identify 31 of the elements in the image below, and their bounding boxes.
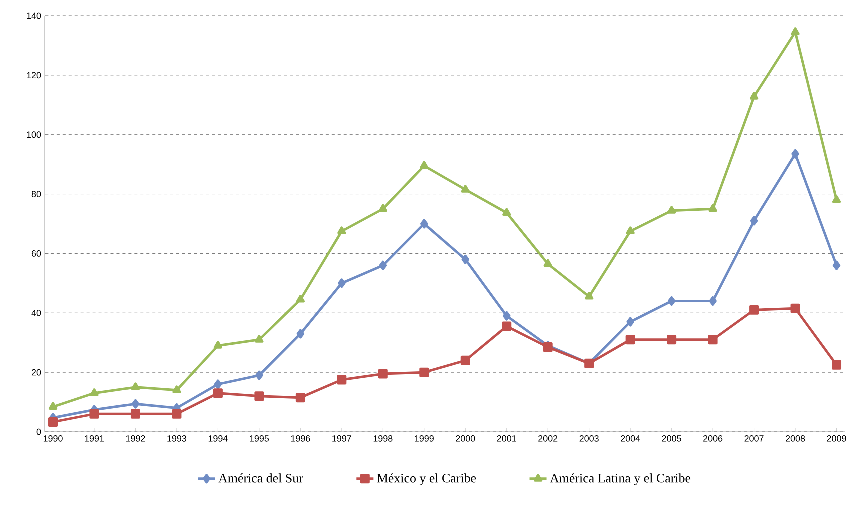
y-tick-label: 60 <box>32 250 42 257</box>
y-tick-label: 80 <box>32 191 42 198</box>
y-tick-label: 0 <box>36 428 42 436</box>
legend-label: América del Sur <box>218 474 304 483</box>
x-tick-label: 2000 <box>456 436 476 442</box>
x-tick-label: 2002 <box>538 436 558 442</box>
legend-label: América Latina y el Caribe <box>550 474 691 486</box>
y-tick-label: 120 <box>27 72 42 79</box>
x-tick-label: 2009 <box>827 436 846 442</box>
x-tick-label: 2007 <box>744 436 764 442</box>
x-tick-label: 2004 <box>621 436 640 442</box>
x-tick-label: 2001 <box>497 436 516 442</box>
y-tick-label: 20 <box>32 369 42 376</box>
x-tick-label: 1997 <box>332 436 352 442</box>
y-tick-label: 40 <box>32 310 42 316</box>
x-tick-label: 2008 <box>786 436 806 442</box>
x-tick-label: 1994 <box>208 436 228 442</box>
x-tick-label: 2005 <box>662 436 682 442</box>
x-tick-label: 1995 <box>250 436 270 442</box>
x-tick-label: 1999 <box>415 436 434 442</box>
x-tick-label: 1996 <box>291 436 310 442</box>
y-tick-label: 140 <box>27 12 42 20</box>
x-tick-label: 1992 <box>126 436 146 442</box>
x-tick-label: 1991 <box>85 436 104 442</box>
x-tick-label: 1998 <box>374 436 393 442</box>
legend-label: México y el Caribe <box>377 474 476 486</box>
y-tick-label: 100 <box>27 132 42 138</box>
x-tick-label: 1990 <box>44 436 63 442</box>
x-tick-label: 2003 <box>580 436 599 442</box>
x-tick-label: 1993 <box>168 436 187 442</box>
x-tick-label: 2006 <box>704 436 723 442</box>
